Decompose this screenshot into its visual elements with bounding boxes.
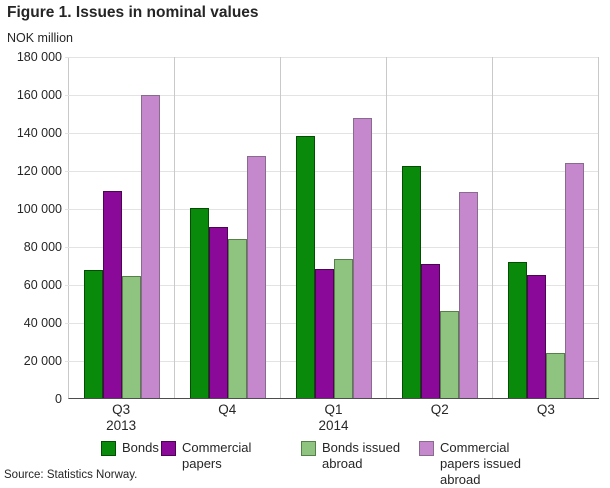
bar-bonds xyxy=(401,165,421,398)
x-axis-tick-labels: Q3 2013 Q4 Q1 2014 Q2 Q3 xyxy=(68,402,599,434)
bar-group xyxy=(175,57,281,398)
bar-commercial-papers xyxy=(314,269,334,398)
bar-bonds-issued-abroad xyxy=(227,238,247,398)
legend-item: Commercial papers xyxy=(161,440,301,488)
bar-group xyxy=(493,57,599,398)
y-tick-label: 180 000 xyxy=(16,50,62,64)
x-tick-quarter: Q2 xyxy=(430,402,449,417)
legend-item: Bonds issued abroad xyxy=(301,440,419,488)
legend-item: Commercial papers issued abroad xyxy=(419,440,571,488)
x-tick-quarter: Q1 xyxy=(324,402,343,417)
gridline xyxy=(65,95,599,96)
x-tick-quarter: Q3 xyxy=(112,402,131,417)
y-tick-label: 20 000 xyxy=(23,354,62,368)
legend-label: Commercial papers xyxy=(182,440,252,471)
legend: Bonds Commercial papers Bonds issued abroa… xyxy=(0,440,610,488)
y-tick-label: 120 000 xyxy=(16,164,62,178)
legend-swatch-commercial-papers xyxy=(161,441,176,456)
bar-group xyxy=(387,57,493,398)
bar-commercial-papers xyxy=(208,226,228,398)
x-tick-quarter: Q3 xyxy=(536,402,555,417)
y-tick-label: 60 000 xyxy=(23,278,62,292)
bar-bonds xyxy=(189,207,209,398)
legend-swatch-commercial-papers-issued-abroad xyxy=(419,441,434,456)
gridline xyxy=(65,247,599,248)
bar-group xyxy=(69,57,175,398)
x-tick-label: Q1 2014 xyxy=(280,402,386,434)
legend-label: Commercial papers issued abroad xyxy=(440,440,521,487)
bar-bonds-issued-abroad xyxy=(333,258,353,398)
bar-group xyxy=(281,57,387,398)
bar-bonds xyxy=(295,135,315,398)
y-tick-label: 140 000 xyxy=(16,126,62,140)
y-axis-unit-label: NOK million xyxy=(7,31,73,45)
bar-bonds-issued-abroad xyxy=(121,275,141,398)
source-note: Source: Statistics Norway. xyxy=(4,469,138,481)
x-tick-year: 2014 xyxy=(318,418,349,433)
page-title: Figure 1. Issues in nominal values xyxy=(7,4,259,21)
x-tick-year: 2013 xyxy=(106,418,137,433)
plot-area xyxy=(65,57,599,399)
bar-commercial-papers xyxy=(526,274,546,398)
x-tick-quarter: Q4 xyxy=(218,402,237,417)
legend-item: Bonds xyxy=(101,440,161,488)
bar-bonds xyxy=(507,261,527,398)
x-tick-label: Q3 2013 xyxy=(68,402,174,434)
y-tick-label: 40 000 xyxy=(23,316,62,330)
gridline xyxy=(65,57,599,58)
bar-commercial-papers-issued-abroad xyxy=(246,155,266,398)
bar-commercial-papers-issued-abroad xyxy=(140,94,160,398)
y-tick-label: 80 000 xyxy=(23,240,62,254)
y-tick-label: 0 xyxy=(55,392,62,406)
bar-commercial-papers-issued-abroad xyxy=(458,191,478,398)
bar-commercial-papers xyxy=(102,190,122,398)
bar-bonds xyxy=(83,270,103,398)
gridline xyxy=(65,133,599,134)
x-tick-label: Q2 xyxy=(387,402,493,434)
bar-groups xyxy=(69,57,599,398)
gridline xyxy=(65,209,599,210)
bar-commercial-papers xyxy=(420,264,440,398)
bar-bonds-issued-abroad xyxy=(545,353,565,398)
legend-label: Bonds xyxy=(122,440,159,455)
legend-swatch-bonds xyxy=(101,441,116,456)
x-tick-label: Q4 xyxy=(174,402,280,434)
bar-commercial-papers-issued-abroad xyxy=(352,117,372,398)
y-tick-label: 160 000 xyxy=(16,88,62,102)
bar-bonds-issued-abroad xyxy=(439,310,459,398)
legend-swatch-bonds-issued-abroad xyxy=(301,441,316,456)
legend-label: Bonds issued abroad xyxy=(322,440,401,471)
bar-commercial-papers-issued-abroad xyxy=(564,163,584,398)
x-tick-label: Q3 xyxy=(493,402,599,434)
y-tick-label: 100 000 xyxy=(16,202,62,216)
gridline xyxy=(65,171,599,172)
